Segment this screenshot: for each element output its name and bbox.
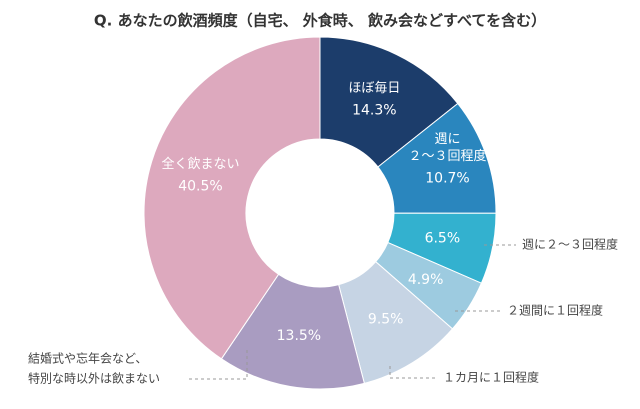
- category-label: 結婚式や忘年会など、: [28, 351, 147, 366]
- donut-slice: [319, 36, 459, 168]
- donut-slice: [220, 273, 365, 390]
- slice-label: ２～３回程度: [408, 148, 486, 164]
- category-label: 週に２～３回程度: [522, 237, 618, 252]
- donut-slice: [143, 36, 321, 360]
- value-label: 13.5%: [277, 328, 321, 344]
- value-label: 4.9%: [408, 272, 444, 288]
- slice-label: ほぼ毎日: [348, 80, 400, 96]
- slice-label: 週に: [434, 132, 460, 147]
- value-label: 6.5%: [425, 231, 461, 247]
- category-label: ２週間に１回程度: [507, 303, 603, 318]
- leader-line: [389, 366, 436, 379]
- slice-label: 全く飲まない: [161, 156, 239, 172]
- category-label: 特別な時以外は飲まない: [28, 371, 160, 386]
- value-label: 40.5%: [178, 178, 222, 194]
- chart-title: Q. あなたの飲酒頻度（自宅、 外食時、 飲み会などすべてを含む）: [94, 12, 546, 30]
- value-label: 10.7%: [425, 171, 469, 187]
- value-label: 14.3%: [352, 102, 396, 118]
- category-label: １カ月に１回程度: [443, 370, 539, 385]
- value-label: 9.5%: [368, 311, 404, 327]
